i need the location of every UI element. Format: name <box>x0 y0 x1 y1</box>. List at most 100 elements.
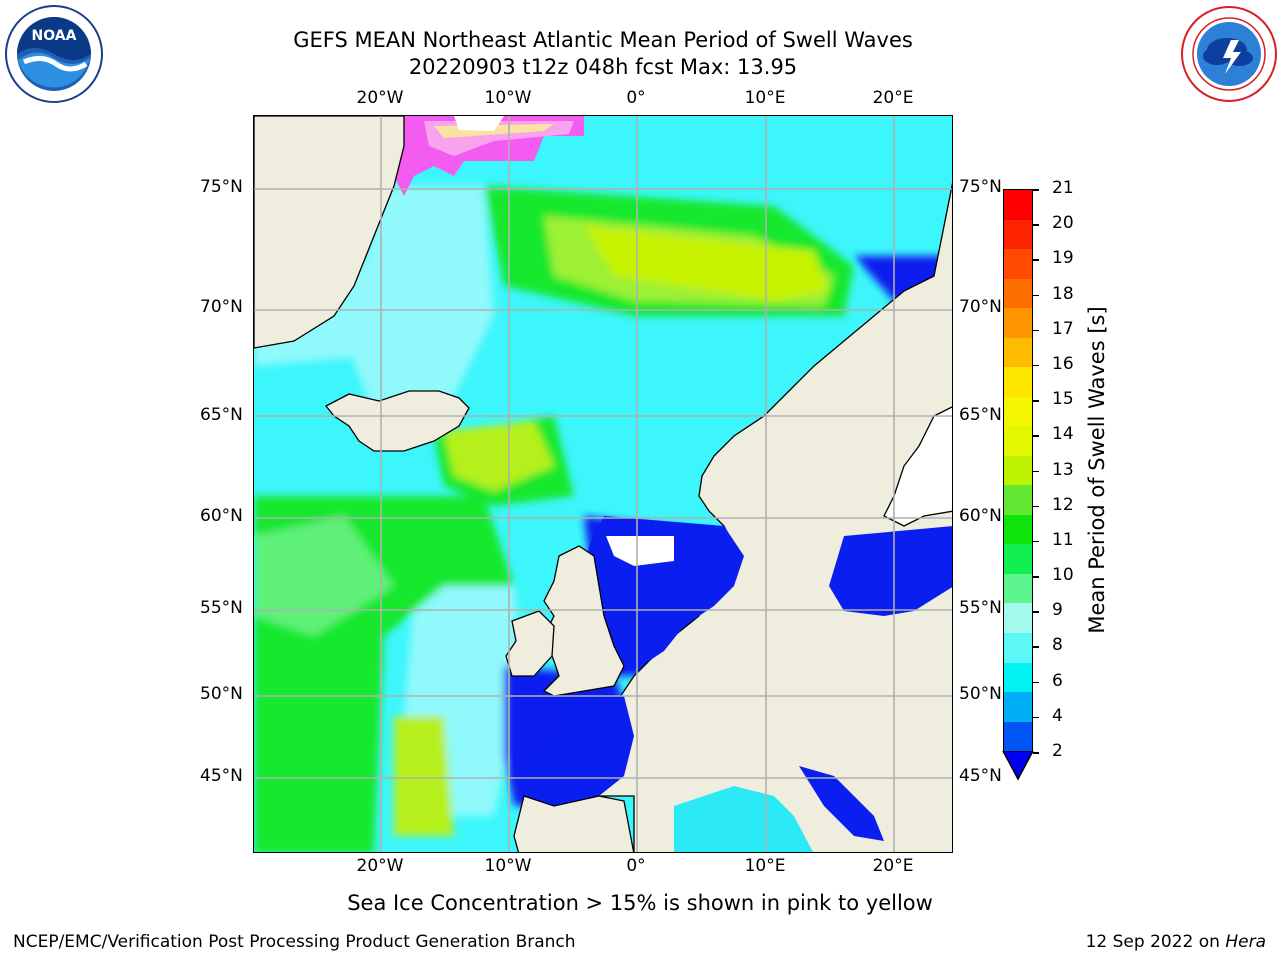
colorbar-tick-label: 16 <box>1052 353 1074 374</box>
colorbar-tick <box>1033 189 1039 191</box>
colorbar-swatch <box>1004 603 1032 633</box>
sea-ice-note: Sea Ice Concentration > 15% is shown in … <box>347 891 933 915</box>
colorbar-tick-label: 19 <box>1052 248 1074 269</box>
lat-label-left: 75°N <box>200 177 243 197</box>
lon-label-bottom: 10°E <box>744 856 786 876</box>
colorbar-tick-label: 8 <box>1052 635 1063 656</box>
colorbar-swatch <box>1004 485 1032 515</box>
lat-label-left: 60°N <box>200 506 243 526</box>
lat-label-right: 55°N <box>959 598 1002 618</box>
colorbar-swatch <box>1004 396 1032 427</box>
graticule <box>254 116 952 852</box>
colorbar-tick <box>1033 224 1039 226</box>
colorbar-swatch <box>1004 278 1032 309</box>
colorbar-tick-label: 21 <box>1052 178 1074 198</box>
lat-label-left: 65°N <box>200 405 243 425</box>
lon-label-bottom: 20°E <box>872 856 914 876</box>
lat-label-left: 50°N <box>200 684 243 704</box>
colorbar-tick-label: 9 <box>1052 600 1063 621</box>
footer-credit: NCEP/EMC/Verification Post Processing Pr… <box>13 932 576 952</box>
lat-label-right: 45°N <box>959 766 1002 786</box>
colorbar-swatch <box>1004 692 1032 722</box>
lon-label-bottom: 0° <box>626 856 646 876</box>
land-masses <box>254 116 952 852</box>
colorbar-tick-label: 18 <box>1052 283 1074 304</box>
colorbar-swatch <box>1004 514 1032 545</box>
colorbar <box>1003 189 1033 752</box>
lat-label-left: 45°N <box>200 766 243 786</box>
colorbar-tick <box>1033 716 1039 719</box>
colorbar-ticks: 21 20 19 18 17 16 15 14 13 12 11 10 9 8 6 4 2 <box>1033 178 1093 761</box>
lat-label-right: 60°N <box>959 506 1002 526</box>
lon-label-top: 0° <box>626 88 646 108</box>
lat-label-right: 50°N <box>959 684 1002 704</box>
lon-label-top: 20°W <box>356 88 404 108</box>
map-panel <box>253 115 953 853</box>
footer-date-text: 12 Sep 2022 on <box>1085 932 1226 952</box>
colorbar-swatch <box>1004 190 1032 220</box>
footer-date: 12 Sep 2022 on Hera <box>1086 932 1266 952</box>
colorbar-tick-label: 17 <box>1052 318 1074 339</box>
colorbar-tick <box>1033 329 1039 332</box>
colorbar-tick <box>1033 505 1039 508</box>
iberia <box>513 795 635 852</box>
colorbar-tick <box>1033 646 1039 648</box>
colorbar-swatch <box>1004 219 1032 250</box>
colorbar-swatch <box>1004 455 1032 486</box>
colorbar-tick <box>1033 611 1039 613</box>
colorbar-tick <box>1033 540 1039 543</box>
colorbar-tick-label: 10 <box>1052 565 1074 586</box>
colorbar-swatch <box>1004 308 1032 338</box>
lon-label-bottom: 20°W <box>356 856 404 876</box>
lon-label-top: 10°W <box>484 88 532 108</box>
colorbar-swatch <box>1004 662 1032 693</box>
colorbar-swatch <box>1004 721 1032 752</box>
colorbar-swatch <box>1004 337 1032 368</box>
colorbar-tick-label: 15 <box>1052 389 1074 410</box>
lat-label-right: 65°N <box>959 405 1002 425</box>
colorbar-tick <box>1033 294 1039 297</box>
colorbar-tick <box>1033 400 1039 402</box>
colorbar-swatch <box>1004 632 1032 663</box>
colorbar-swatch <box>1004 249 1032 279</box>
lon-label-top: 20°E <box>872 88 914 108</box>
colorbar-label: Mean Period of Swell Waves [s] <box>1085 306 1109 634</box>
lon-label-bottom: 10°W <box>484 856 532 876</box>
chart-title: GEFS MEAN Northeast Atlantic Mean Period… <box>293 28 913 52</box>
lat-label-left: 55°N <box>200 598 243 618</box>
footer-machine: Hera <box>1225 932 1266 952</box>
colorbar-swatch <box>1004 573 1032 604</box>
noaa-logo: NOAA <box>5 5 103 103</box>
ireland <box>505 610 555 677</box>
colorbar-tick-label: 2 <box>1052 741 1063 761</box>
colorbar-tick-label: 11 <box>1052 529 1074 550</box>
colorbar-tick-label: 4 <box>1052 705 1063 726</box>
colorbar-tick <box>1033 259 1039 261</box>
colorbar-tick-label: 13 <box>1052 459 1074 480</box>
greenland <box>254 116 405 349</box>
lat-label-left: 70°N <box>200 297 243 317</box>
colorbar-tick-label: 12 <box>1052 494 1074 515</box>
nws-logo <box>1181 6 1277 102</box>
colorbar-swatch <box>1004 544 1032 574</box>
colorbar-swatch <box>1004 367 1032 397</box>
swell-period-map <box>254 116 952 852</box>
colorbar-tick <box>1033 470 1039 472</box>
lat-label-right: 70°N <box>959 297 1002 317</box>
colorbar-swatch <box>1004 426 1032 456</box>
noaa-logo-text: NOAA <box>32 28 77 44</box>
colorbar-tick-label: 14 <box>1052 424 1074 445</box>
iceland <box>324 390 470 452</box>
colorbar-tick <box>1033 752 1039 754</box>
colorbar-tick <box>1033 435 1039 437</box>
colorbar-tick <box>1033 681 1039 684</box>
colorbar-tick <box>1033 576 1039 578</box>
colorbar-extend-arrow <box>1002 751 1034 781</box>
colorbar-tick-label: 6 <box>1052 670 1063 691</box>
lat-label-right: 75°N <box>959 177 1002 197</box>
great-britain <box>542 545 625 697</box>
colorbar-tick-label: 20 <box>1052 213 1074 234</box>
colorbar-tick <box>1033 364 1039 367</box>
lon-label-top: 10°E <box>744 88 786 108</box>
chart-subtitle: 20220903 t12z 048h fcst Max: 13.95 <box>408 55 798 79</box>
